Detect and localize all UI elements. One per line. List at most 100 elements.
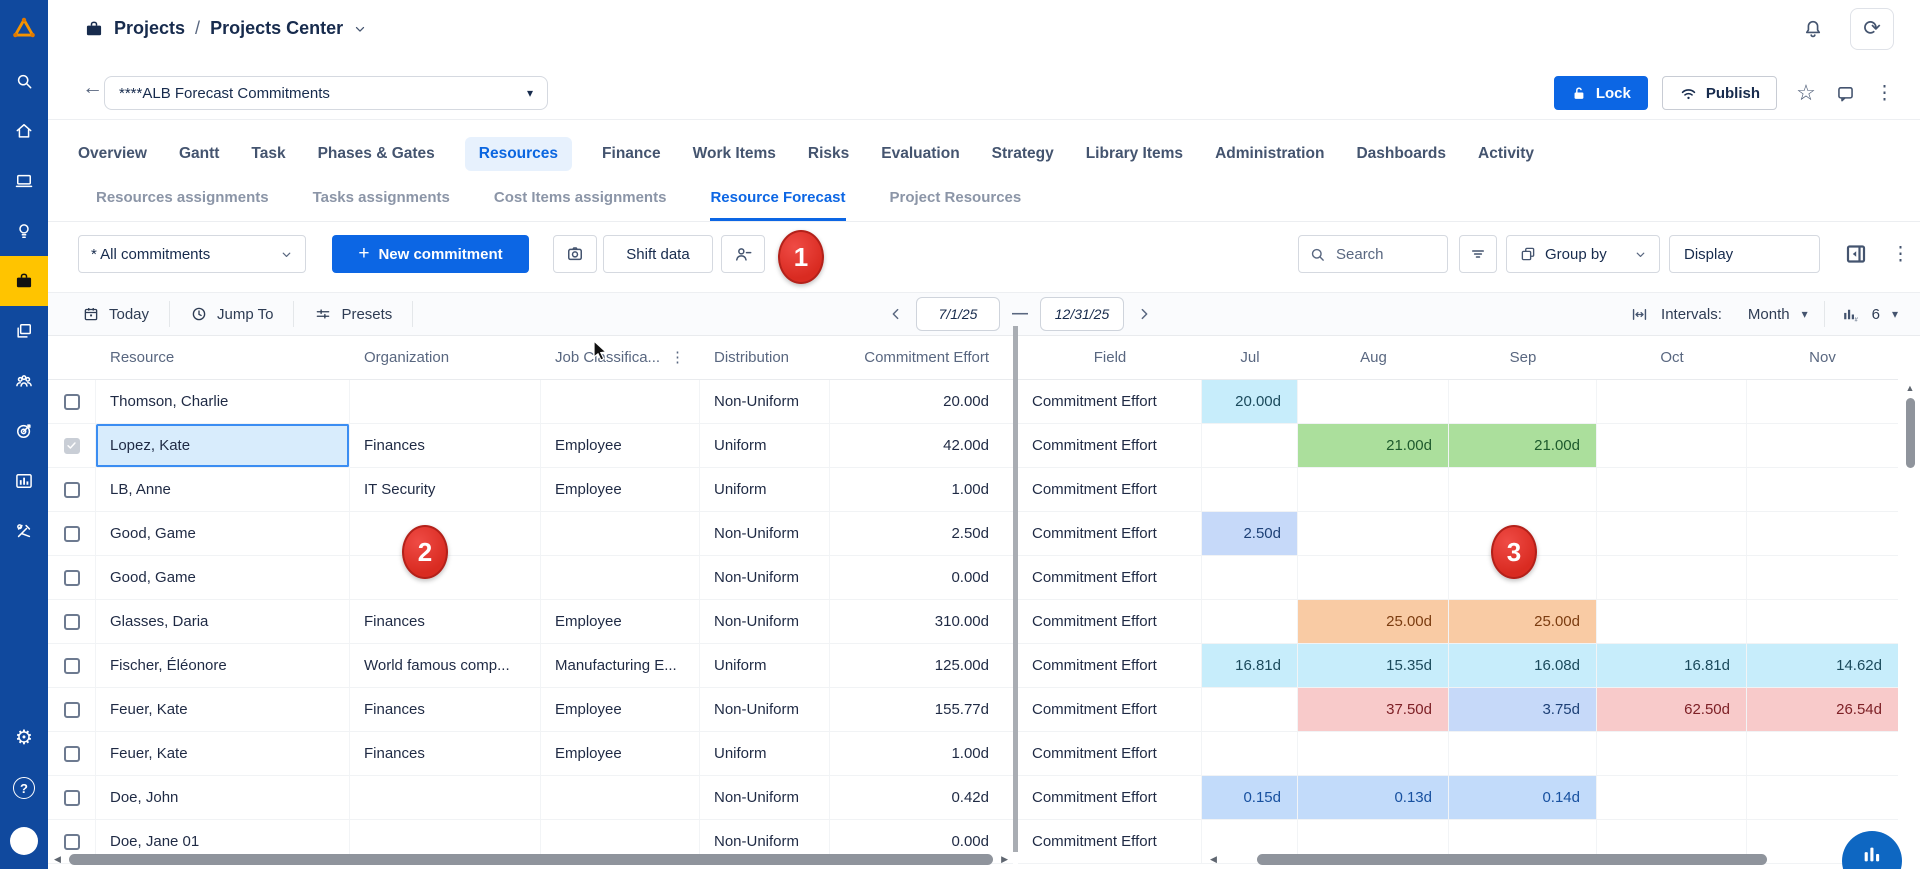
chevron-down-icon[interactable]: ▾ bbox=[1801, 307, 1808, 321]
organization-cell[interactable]: Finances bbox=[350, 732, 541, 776]
row-checkbox[interactable] bbox=[63, 569, 80, 586]
table-row[interactable]: Good, Game Non-Uniform 0.00d bbox=[48, 556, 1013, 600]
sidebar-item-goals[interactable] bbox=[0, 406, 48, 456]
row-checkbox[interactable] bbox=[63, 789, 80, 806]
tab-finance[interactable]: Finance bbox=[602, 145, 661, 162]
month-cell-oct[interactable] bbox=[1597, 468, 1747, 512]
vertical-scrollbar[interactable]: ▲ bbox=[1903, 384, 1917, 468]
resource-cell[interactable]: Fischer, Éléonore bbox=[96, 644, 350, 688]
column-header-effort[interactable]: Commitment Effort bbox=[830, 336, 1013, 380]
column-header-month-jul[interactable]: Jul bbox=[1202, 336, 1298, 380]
column-header-month-nov[interactable]: Nov bbox=[1747, 336, 1898, 380]
table-row-months[interactable]: Commitment Effort 20.00d bbox=[1018, 380, 1898, 424]
tab-phases-gates[interactable]: Phases & Gates bbox=[317, 145, 435, 162]
organization-cell[interactable]: Finances bbox=[350, 600, 541, 644]
month-cell-nov[interactable] bbox=[1747, 512, 1898, 556]
row-checkbox[interactable] bbox=[63, 481, 80, 498]
interval-unit-select[interactable]: Month bbox=[1747, 305, 1790, 323]
job-classification-cell[interactable]: Employee bbox=[541, 732, 700, 776]
month-cell-oct[interactable]: 16.81d bbox=[1597, 644, 1747, 688]
lock-button[interactable]: Lock bbox=[1553, 76, 1648, 110]
month-cell-sep[interactable]: 16.08d bbox=[1449, 644, 1597, 688]
tab-strategy[interactable]: Strategy bbox=[991, 145, 1054, 162]
tab-overview[interactable]: Overview bbox=[78, 145, 147, 162]
row-checkbox[interactable] bbox=[63, 437, 80, 454]
month-cell-oct[interactable] bbox=[1597, 600, 1747, 644]
resource-cell[interactable]: Good, Game bbox=[96, 556, 350, 600]
job-classification-cell[interactable] bbox=[541, 512, 700, 556]
column-header-month-oct[interactable]: Oct bbox=[1597, 336, 1747, 380]
table-row[interactable]: Thomson, Charlie Non-Uniform 20.00d bbox=[48, 380, 1013, 424]
month-cell-jul[interactable] bbox=[1202, 820, 1298, 864]
breadcrumb[interactable]: Projects / Projects Center bbox=[84, 18, 367, 39]
table-row-months[interactable]: Commitment Effort 25.00d 25.00d bbox=[1018, 600, 1898, 644]
chevron-down-icon[interactable]: ▾ bbox=[1891, 307, 1898, 321]
month-cell-jul[interactable] bbox=[1202, 688, 1298, 732]
tab-work-items[interactable]: Work Items bbox=[692, 145, 776, 162]
commitment-effort-cell[interactable]: 1.00d bbox=[830, 732, 1013, 776]
month-cell-jul[interactable]: 20.00d bbox=[1202, 380, 1298, 424]
breadcrumb-section[interactable]: Projects bbox=[114, 18, 186, 38]
refresh-button[interactable]: ⟳ bbox=[1850, 7, 1894, 50]
commitment-effort-cell[interactable]: 0.00d bbox=[830, 556, 1013, 600]
prev-period-chevron-icon[interactable] bbox=[888, 306, 904, 322]
pane-splitter[interactable] bbox=[1013, 326, 1018, 852]
tab-library-items[interactable]: Library Items bbox=[1085, 145, 1184, 162]
vertical-scrollbar-thumb[interactable] bbox=[1905, 398, 1915, 468]
month-cell-oct[interactable] bbox=[1597, 776, 1747, 820]
distribution-cell[interactable]: Non-Uniform bbox=[700, 776, 830, 820]
subtab-project-resources[interactable]: Project Resources bbox=[889, 189, 1022, 206]
table-row-months[interactable]: Commitment Effort bbox=[1018, 556, 1898, 600]
row-checkbox[interactable] bbox=[63, 745, 80, 762]
right-horizontal-scrollbar[interactable]: ◀ bbox=[1018, 852, 1898, 866]
month-cell-nov[interactable] bbox=[1747, 556, 1898, 600]
table-row-months[interactable]: Commitment Effort bbox=[1018, 732, 1898, 776]
publish-button[interactable]: Publish bbox=[1661, 76, 1777, 110]
table-row[interactable]: Good, Game Non-Uniform 2.50d bbox=[48, 512, 1013, 556]
sidebar-item-people[interactable] bbox=[0, 356, 48, 406]
month-cell-oct[interactable]: 62.50d bbox=[1597, 688, 1747, 732]
table-row-months[interactable]: Commitment Effort bbox=[1018, 468, 1898, 512]
subtab-tasks-assignments[interactable]: Tasks assignments bbox=[312, 189, 450, 206]
commitment-effort-cell[interactable]: 1.00d bbox=[830, 468, 1013, 512]
commitment-effort-cell[interactable]: 2.50d bbox=[830, 512, 1013, 556]
left-horizontal-scrollbar[interactable]: ◀ ▶ bbox=[48, 852, 1013, 866]
month-cell-aug[interactable]: 37.50d bbox=[1298, 688, 1449, 732]
column-header-distribution[interactable]: Distribution bbox=[700, 336, 830, 380]
commitment-effort-cell[interactable]: 20.00d bbox=[830, 380, 1013, 424]
search-input[interactable] bbox=[1334, 244, 1428, 264]
tab-dashboards[interactable]: Dashboards bbox=[1356, 145, 1447, 162]
sidebar-item-projects[interactable] bbox=[0, 256, 48, 306]
job-classification-cell[interactable] bbox=[541, 776, 700, 820]
table-row[interactable]: Fischer, Éléonore World famous comp... Man… bbox=[48, 644, 1013, 688]
table-row-months[interactable]: Commitment Effort 0.15d 0.13d 0.14d bbox=[1018, 776, 1898, 820]
resource-cell[interactable]: Lopez, Kate bbox=[96, 424, 350, 468]
month-cell-jul[interactable]: 16.81d bbox=[1202, 644, 1298, 688]
collapse-panel-icon[interactable] bbox=[1836, 235, 1876, 273]
left-scrollbar-thumb[interactable] bbox=[68, 853, 994, 865]
month-cell-jul[interactable] bbox=[1202, 424, 1298, 468]
date-to-input[interactable] bbox=[1040, 297, 1124, 331]
subtab-cost-items-assignments[interactable]: Cost Items assignments bbox=[493, 189, 667, 206]
organization-cell[interactable]: World famous comp... bbox=[350, 644, 541, 688]
row-checkbox[interactable] bbox=[63, 613, 80, 630]
comments-icon[interactable] bbox=[1835, 83, 1856, 104]
month-cell-sep[interactable]: 3.75d bbox=[1449, 688, 1597, 732]
commitment-effort-cell[interactable]: 125.00d bbox=[830, 644, 1013, 688]
job-classification-cell[interactable]: Employee bbox=[541, 424, 700, 468]
tab-administration[interactable]: Administration bbox=[1215, 145, 1325, 162]
scroll-left-icon[interactable]: ◀ bbox=[54, 853, 61, 864]
month-cell-aug[interactable]: 21.00d bbox=[1298, 424, 1449, 468]
project-selector[interactable]: ****ALB Forecast Commitments ▾ bbox=[104, 76, 548, 110]
commitment-effort-cell[interactable]: 310.00d bbox=[830, 600, 1013, 644]
table-row-months[interactable]: Commitment Effort 21.00d 21.00d bbox=[1018, 424, 1898, 468]
resource-cell[interactable]: Thomson, Charlie bbox=[96, 380, 350, 424]
month-cell-aug[interactable]: 25.00d bbox=[1298, 600, 1449, 644]
back-arrow-icon[interactable]: ← bbox=[76, 75, 109, 101]
month-cell-aug[interactable] bbox=[1298, 512, 1449, 556]
month-cell-nov[interactable] bbox=[1747, 732, 1898, 776]
month-cell-sep[interactable] bbox=[1449, 732, 1597, 776]
month-cell-jul[interactable] bbox=[1202, 556, 1298, 600]
column-header-resource[interactable]: Resource bbox=[96, 336, 350, 380]
month-cell-aug[interactable] bbox=[1298, 556, 1449, 600]
